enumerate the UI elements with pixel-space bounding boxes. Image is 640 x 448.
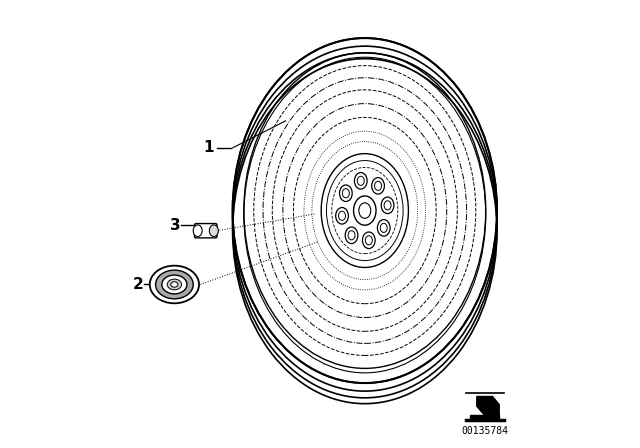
Ellipse shape bbox=[353, 196, 376, 225]
Ellipse shape bbox=[193, 225, 202, 237]
Ellipse shape bbox=[372, 177, 385, 194]
Ellipse shape bbox=[209, 225, 218, 237]
Text: 3: 3 bbox=[170, 218, 181, 233]
Ellipse shape bbox=[167, 279, 182, 290]
Text: 00135784: 00135784 bbox=[461, 426, 508, 435]
Ellipse shape bbox=[345, 227, 358, 244]
FancyBboxPatch shape bbox=[195, 224, 217, 238]
Ellipse shape bbox=[321, 154, 408, 267]
Ellipse shape bbox=[162, 275, 187, 294]
Ellipse shape bbox=[233, 38, 497, 383]
Ellipse shape bbox=[355, 172, 367, 189]
Ellipse shape bbox=[381, 197, 394, 214]
Ellipse shape bbox=[339, 185, 352, 202]
Ellipse shape bbox=[156, 270, 193, 299]
Polygon shape bbox=[470, 415, 499, 420]
Text: 2: 2 bbox=[133, 277, 144, 292]
Ellipse shape bbox=[362, 232, 375, 249]
Ellipse shape bbox=[378, 220, 390, 236]
Ellipse shape bbox=[335, 207, 348, 224]
Text: 1: 1 bbox=[203, 140, 213, 155]
Ellipse shape bbox=[150, 266, 199, 303]
Ellipse shape bbox=[171, 282, 178, 287]
Polygon shape bbox=[477, 396, 499, 417]
